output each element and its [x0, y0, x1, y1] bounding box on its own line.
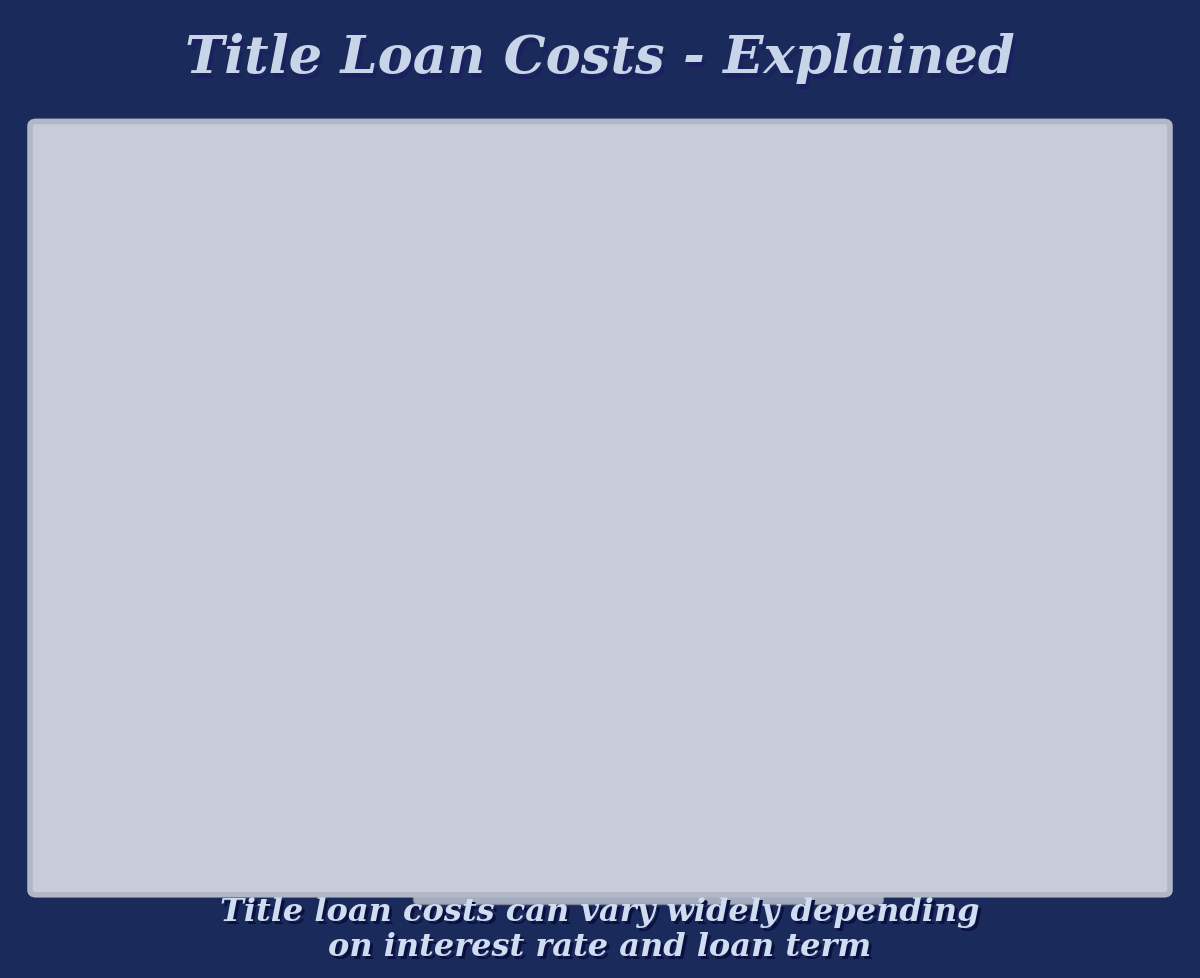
Bar	[685, 580, 772, 782]
Legend: 96% APR, 150% APR: 96% APR, 150% APR	[413, 849, 883, 904]
Bar	[1020, 309, 1106, 782]
Text: Title loan costs can vary widely depending
on interest rate and loan term: Title loan costs can vary widely dependi…	[221, 896, 979, 962]
Bar	[932, 511, 1020, 782]
Text: Title Loan Costs - Explained: Title Loan Costs - Explained	[187, 38, 1018, 89]
Bar	[438, 644, 524, 782]
Bar	[190, 676, 276, 782]
Bar	[524, 589, 611, 782]
Text: Title Loan Costs - Explained: Title Loan Costs - Explained	[185, 33, 1015, 84]
Bar	[276, 644, 364, 782]
Text: Title loan costs can vary widely depending
on interest rate and loan term: Title loan costs can vary widely dependi…	[223, 899, 982, 965]
Bar	[772, 459, 858, 782]
